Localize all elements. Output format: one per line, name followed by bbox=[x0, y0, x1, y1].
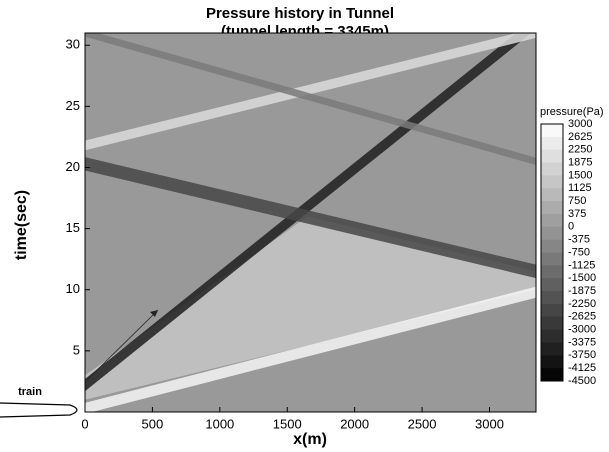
y-tick-label: 10 bbox=[66, 281, 80, 296]
x-tick-label: 1500 bbox=[273, 416, 302, 431]
wave-band bbox=[85, 33, 536, 151]
chart-title: Pressure history in Tunnel bbox=[206, 5, 394, 22]
wave-band bbox=[85, 157, 536, 279]
arrow bbox=[86, 309, 159, 381]
colorbar-tick-label: -3375 bbox=[568, 336, 596, 348]
colorbar-swatch bbox=[541, 136, 563, 151]
colorbar-tick-label: -4125 bbox=[568, 362, 596, 374]
y-tick-label: 20 bbox=[66, 159, 80, 174]
colorbar-swatch bbox=[541, 368, 563, 382]
colorbar-tick-label: 750 bbox=[568, 195, 586, 207]
wave-band bbox=[85, 33, 532, 392]
y-tick-label: 15 bbox=[66, 220, 80, 235]
colorbar-swatch bbox=[541, 226, 563, 241]
colorbar-swatch bbox=[541, 252, 563, 266]
colorbar-tick-label: -750 bbox=[568, 246, 590, 258]
colorbar-tick-label: -1125 bbox=[568, 259, 595, 271]
x-tick-label: 500 bbox=[142, 416, 164, 431]
annotation: train bbox=[18, 386, 42, 398]
colorbar-swatch bbox=[541, 162, 563, 176]
colorbar-swatch bbox=[541, 188, 563, 202]
x-tick-label: 3000 bbox=[475, 416, 504, 431]
plot-area bbox=[85, 33, 536, 412]
colorbar-tick-label: -3000 bbox=[568, 324, 596, 336]
colorbar-tick-label: 1500 bbox=[568, 169, 592, 181]
colorbar-swatch bbox=[541, 213, 563, 228]
colorbar-tick-label: -2625 bbox=[568, 311, 596, 323]
colorbar-tick-label: 2250 bbox=[568, 144, 592, 156]
colorbar-swatch bbox=[541, 329, 563, 343]
x-tick-label: 2500 bbox=[408, 416, 437, 431]
wave-band bbox=[85, 286, 536, 412]
colorbar-tick-label: -3750 bbox=[568, 349, 596, 361]
colorbar-swatch bbox=[541, 278, 563, 292]
y-tick-label: 25 bbox=[66, 98, 80, 113]
colorbar-tick-label: 375 bbox=[568, 208, 586, 220]
region bbox=[85, 216, 536, 400]
colorbar-tick-label: 2625 bbox=[568, 131, 592, 143]
colorbar-tick-label: 1125 bbox=[568, 182, 592, 194]
colorbar-swatch bbox=[541, 355, 563, 369]
colorbar-swatch bbox=[541, 175, 563, 189]
x-axis-label: x(m) bbox=[293, 431, 327, 448]
wave-band bbox=[85, 33, 536, 166]
colorbar-swatch bbox=[541, 124, 563, 138]
colorbar-swatch bbox=[541, 303, 563, 318]
colorbar-swatch bbox=[541, 316, 563, 331]
x-tick-label: 0 bbox=[81, 416, 88, 431]
colorbar-tick-label: 3000 bbox=[568, 118, 592, 130]
colorbar-swatch bbox=[541, 239, 563, 253]
y-tick-label: 5 bbox=[73, 342, 80, 357]
x-tick-label: 2000 bbox=[340, 416, 369, 431]
colorbar-swatch bbox=[541, 149, 563, 164]
colorbar-tick-label: -4500 bbox=[568, 375, 596, 387]
colorbar-tick-label: -1875 bbox=[568, 285, 596, 297]
colorbar-tick-label: -2250 bbox=[568, 298, 596, 310]
colorbar-frame bbox=[540, 123, 564, 382]
colorbar-swatch bbox=[541, 291, 563, 305]
train bbox=[0, 402, 78, 418]
colorbar-tick-label: 1875 bbox=[568, 156, 592, 168]
colorbar-tick-label: -1500 bbox=[568, 272, 596, 284]
colorbar-tick-label: -375 bbox=[568, 234, 590, 246]
frame bbox=[84, 32, 537, 413]
x-tick-label: 1000 bbox=[205, 416, 234, 431]
arrow-head bbox=[150, 310, 158, 317]
colorbar-swatch bbox=[541, 265, 563, 279]
colorbar-swatch bbox=[541, 342, 563, 356]
colorbar-tick-label: 0 bbox=[568, 221, 574, 233]
colorbar-swatch bbox=[541, 201, 563, 215]
y-axis-label: time(sec) bbox=[13, 190, 30, 260]
colorbar-label: pressure(Pa) bbox=[540, 106, 604, 118]
y-tick-label: 30 bbox=[66, 37, 80, 52]
